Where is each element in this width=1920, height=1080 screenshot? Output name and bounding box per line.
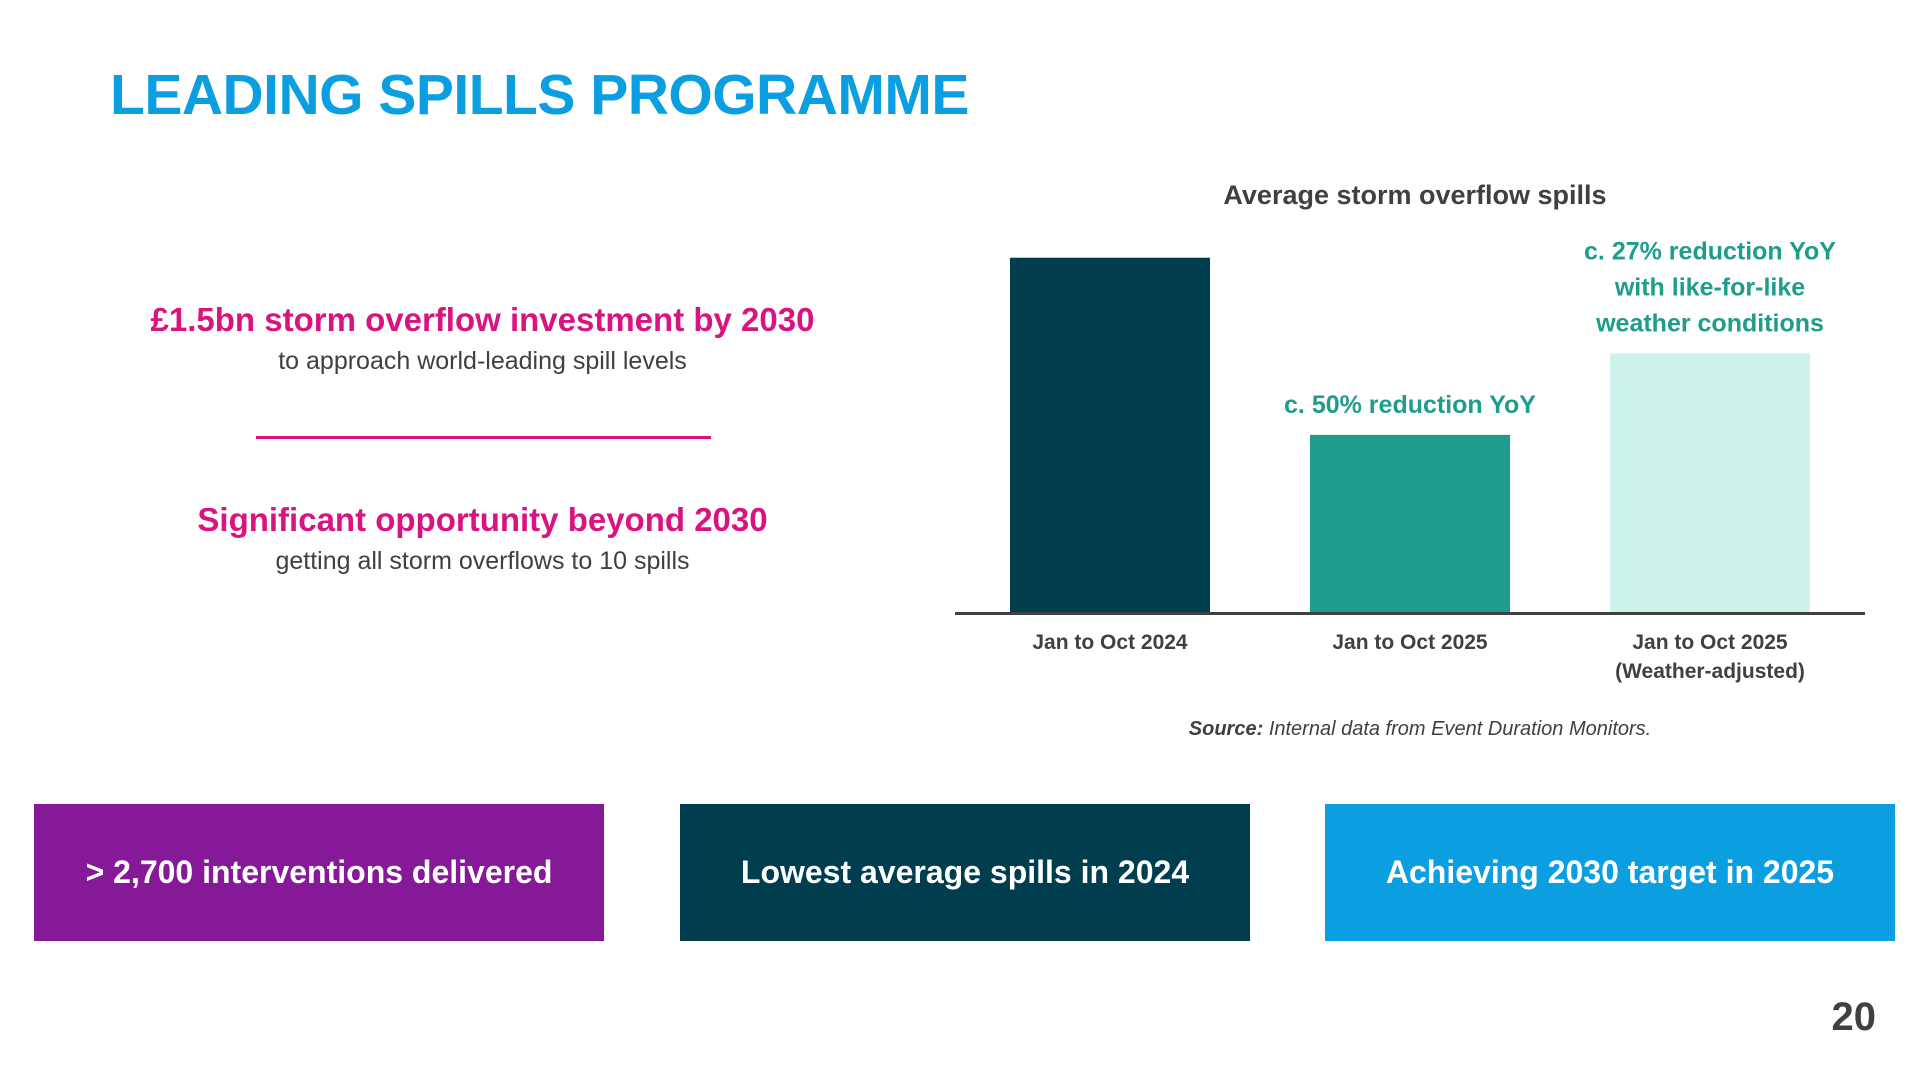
annotation-3-2: with like-for-like <box>1614 273 1805 301</box>
opportunity-subline: getting all storm overflows to 10 spills <box>275 547 690 575</box>
bar-1 <box>1010 257 1210 612</box>
annotation-2-1: c. 50% reduction YoY <box>1284 391 1536 419</box>
source-label: Source: <box>1188 718 1264 740</box>
page-title: LEADING SPILLS PROGRAMME <box>110 63 969 127</box>
category-label-2-1: Jan to Oct 2025 <box>1332 631 1488 654</box>
opportunity-headline: Significant opportunity beyond 2030 <box>197 501 768 538</box>
investment-subline: to approach world-leading spill levels <box>278 347 687 375</box>
category-label-3-2: (Weather-adjusted) <box>1615 660 1805 683</box>
source-text: Internal data from Event Duration Monito… <box>1268 718 1652 740</box>
investment-headline: £1.5bn storm overflow investment by 2030 <box>150 301 815 338</box>
divider-line <box>256 436 711 439</box>
kpi-interventions: > 2,700 interventions delivered <box>34 804 604 941</box>
category-label-3-1: Jan to Oct 2025 <box>1632 631 1788 654</box>
annotation-3-3: weather conditions <box>1595 309 1824 337</box>
opportunity-point: Significant opportunity beyond 2030 gett… <box>110 498 855 580</box>
investment-point: £1.5bn storm overflow investment by 2030… <box>110 298 855 380</box>
kpi-2030-target: Achieving 2030 target in 2025 <box>1325 804 1895 941</box>
bar-chart: Jan to Oct 2024 Jan to Oct 2025 c. 50% red… <box>955 240 1865 683</box>
category-label-1-1: Jan to Oct 2024 <box>1032 631 1188 654</box>
annotation-3-1: c. 27% reduction YoY <box>1584 240 1836 265</box>
page-number: 20 <box>1831 995 1877 1039</box>
source-note: Source: Internal data from Event Duratio… <box>1010 718 1830 741</box>
bar-3 <box>1610 353 1810 612</box>
chart-title: Average storm overflow spills <box>1223 180 1607 210</box>
kpi-lowest-spills: Lowest average spills in 2024 <box>680 804 1250 941</box>
bar-2 <box>1310 434 1510 612</box>
